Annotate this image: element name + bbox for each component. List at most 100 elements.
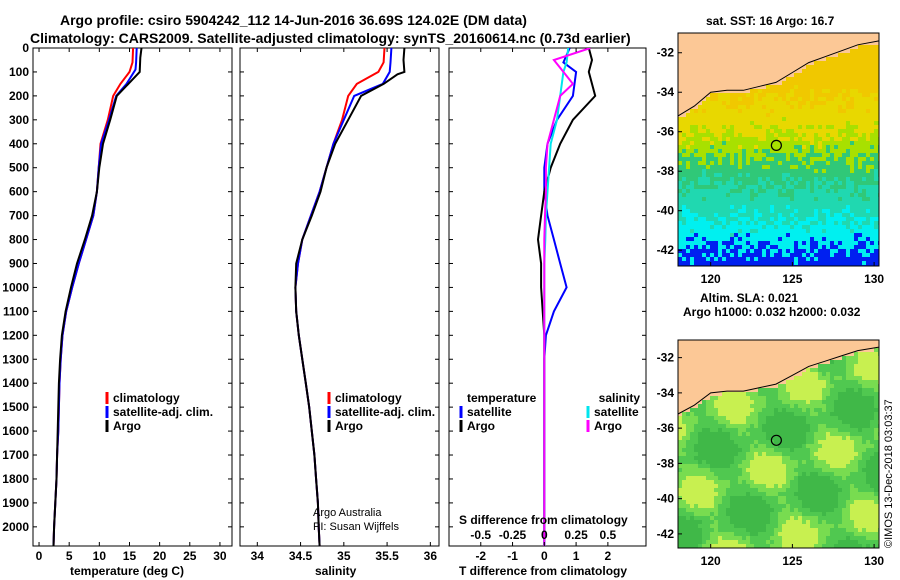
map-cell [750,400,754,404]
map-cell [698,524,702,528]
map-cell [722,241,726,245]
map-cell [854,484,858,488]
map-cell [874,376,878,380]
map-cell [798,129,802,133]
map-cell [742,412,746,416]
map-cell [774,460,778,464]
map-cell [694,237,698,241]
map-cell [806,500,810,504]
map-cell [854,508,858,512]
map-cell [858,380,862,384]
map-cell [810,444,814,448]
map-cell [694,460,698,464]
map-cell [770,193,774,197]
map-cell [710,253,714,257]
map-cell [810,97,814,101]
map-cell [698,472,702,476]
map-cell [702,137,706,141]
map-cell [834,77,838,81]
map-cell [682,125,686,129]
map-cell [818,532,822,536]
map-cell [862,440,866,444]
map-cell [802,113,806,117]
map-cell [790,125,794,129]
map-cell [774,141,778,145]
map-cell [750,432,754,436]
map-cell [806,412,810,416]
map-cell [790,89,794,93]
map-cell [702,197,706,201]
map-cell [786,440,790,444]
map-cell [730,101,734,105]
map-cell [730,472,734,476]
map-cell [850,249,854,253]
map-cell [822,249,826,253]
map-cell [682,161,686,165]
map-cell [814,89,818,93]
map-cell [810,472,814,476]
map-cell [714,396,718,400]
map-cell [862,181,866,185]
map-cell [698,241,702,245]
map-cell [758,233,762,237]
map-cell [718,213,722,217]
map-cell [862,428,866,432]
map-cell [722,117,726,121]
map-cell [778,388,782,392]
map-cell [718,464,722,468]
map-cell [826,137,830,141]
map-cell [698,205,702,209]
map-cell [814,516,818,520]
map-cell [830,360,834,364]
map-cell [770,129,774,133]
map-cell [862,153,866,157]
map-cell [762,448,766,452]
map-cell [838,532,842,536]
map-cell [738,105,742,109]
map-cell [854,189,858,193]
map-cell [742,201,746,205]
map-cell [810,448,814,452]
map-cell [802,524,806,528]
map-cell [746,93,750,97]
temperature-panel [52,48,143,546]
map-cell [710,257,714,261]
map-cell [706,257,710,261]
map-cell [806,237,810,241]
map-cell [858,53,862,57]
map-cell [698,500,702,504]
map-cell [854,416,858,420]
map-cell [726,404,730,408]
map-cell [742,237,746,241]
map-cell [758,396,762,400]
map-cell [842,508,846,512]
map-cell [866,45,870,49]
map-cell [766,456,770,460]
map-cell [754,468,758,472]
map-cell [814,69,818,73]
map-cell [790,384,794,388]
map-cell [722,121,726,125]
map-cell [874,424,878,428]
map-cell [790,488,794,492]
map-cell [718,225,722,229]
map-cell [806,89,810,93]
map-cell [854,149,858,153]
map-cell [834,65,838,69]
map-cell [798,217,802,221]
map-cell [870,169,874,173]
map-cell [874,508,878,512]
map-cell [838,73,842,77]
map-cell [798,117,802,121]
map-cell [798,77,802,81]
map-cell [738,177,742,181]
map-cell [838,524,842,528]
map-cell [762,524,766,528]
map-cell [742,452,746,456]
map-cell [842,448,846,452]
map-cell [746,504,750,508]
map-cell [710,448,714,452]
map-cell [818,193,822,197]
map-cell [814,157,818,161]
map-cell [742,185,746,189]
